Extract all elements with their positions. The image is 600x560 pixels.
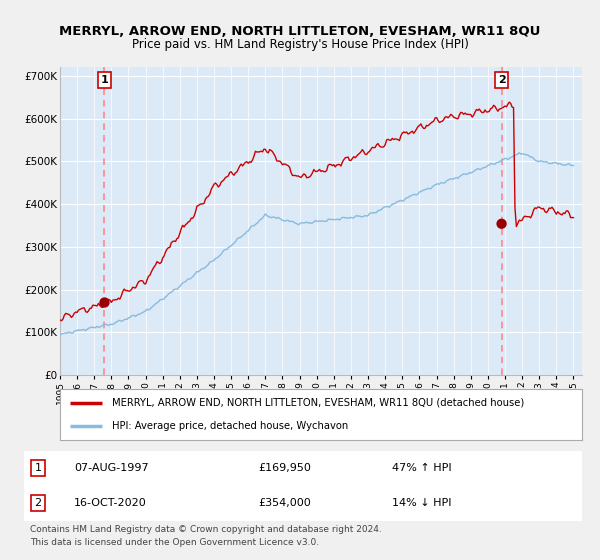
- Text: 1: 1: [34, 463, 41, 473]
- Text: 2: 2: [34, 498, 41, 508]
- Text: Price paid vs. HM Land Registry's House Price Index (HPI): Price paid vs. HM Land Registry's House …: [131, 38, 469, 50]
- Text: MERRYL, ARROW END, NORTH LITTLETON, EVESHAM, WR11 8QU (detached house): MERRYL, ARROW END, NORTH LITTLETON, EVES…: [112, 398, 524, 408]
- Point: [497, 220, 506, 228]
- Point: [100, 298, 109, 307]
- Text: 07-AUG-1997: 07-AUG-1997: [74, 463, 149, 473]
- Text: HPI: Average price, detached house, Wychavon: HPI: Average price, detached house, Wych…: [112, 421, 349, 431]
- Text: 1: 1: [101, 75, 109, 85]
- Text: 14% ↓ HPI: 14% ↓ HPI: [392, 498, 452, 508]
- Text: £354,000: £354,000: [259, 498, 311, 508]
- Text: £169,950: £169,950: [259, 463, 311, 473]
- Text: 47% ↑ HPI: 47% ↑ HPI: [392, 463, 452, 473]
- Text: MERRYL, ARROW END, NORTH LITTLETON, EVESHAM, WR11 8QU: MERRYL, ARROW END, NORTH LITTLETON, EVES…: [59, 25, 541, 38]
- Text: 16-OCT-2020: 16-OCT-2020: [74, 498, 147, 508]
- Text: Contains HM Land Registry data © Crown copyright and database right 2024.
This d: Contains HM Land Registry data © Crown c…: [29, 525, 382, 547]
- Text: 2: 2: [497, 75, 505, 85]
